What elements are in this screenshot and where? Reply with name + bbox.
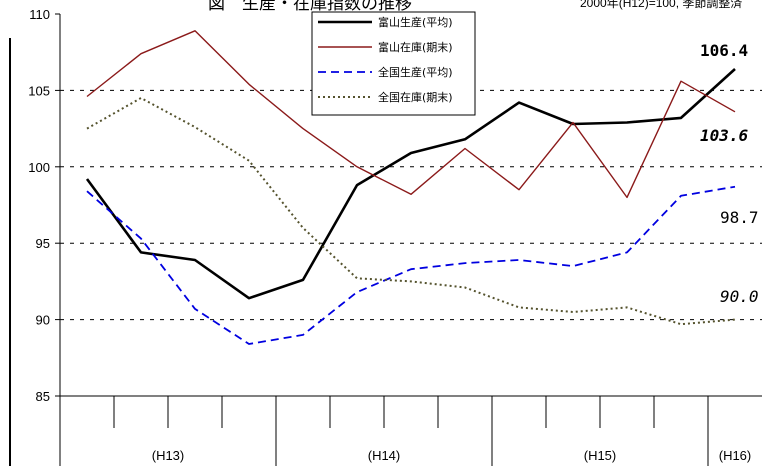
y-tick-label: 100 [28, 160, 50, 175]
x-axis-ticks [113, 396, 709, 466]
series-line-toyama-inventory [86, 30, 736, 199]
series-line-toyama-production [85, 68, 736, 300]
y-tick-label: 90 [36, 313, 50, 328]
series-lines [85, 30, 736, 345]
end-label-national-production: 98.7 [720, 208, 759, 227]
legend-label-toyama-inventory: 富山在庫(期末) [378, 40, 453, 54]
gridlines [60, 89, 762, 321]
legend-label-national-production: 全国生産(平均) [378, 65, 453, 79]
y-tick-label: 95 [36, 236, 50, 251]
chart-title: 図 生産・在庫指数の推移 [208, 0, 412, 14]
x-group-label: (H16) [719, 448, 752, 463]
y-tick-label: 85 [36, 389, 50, 404]
x-group-label: (H13) [152, 448, 185, 463]
legend: 富山生産(平均) 富山在庫(期末) 全国生産(平均) 全国在庫(期末) [311, 11, 476, 116]
end-label-national-inventory: 90.0 [720, 287, 759, 306]
end-label-toyama-production: 106.4 [700, 41, 748, 60]
series-line-national-production [86, 185, 736, 345]
y-axis-ticks: 85 90 95 100 105 110 [28, 7, 60, 404]
x-group-labels: (H13) (H14) (H15) (H16) [152, 448, 752, 463]
legend-label-toyama-production: 富山生産(平均) [378, 15, 453, 29]
end-label-toyama-inventory: 103.6 [700, 126, 749, 145]
y-tick-label: 105 [28, 83, 50, 98]
legend-label-national-inventory: 全国在庫(期末) [378, 90, 453, 104]
chart-note: 2000年(H12)=100, 季節調整済 [580, 0, 742, 10]
x-group-label: (H15) [584, 448, 617, 463]
series-line-national-inventory [86, 97, 736, 326]
y-tick-label: 110 [29, 7, 50, 22]
x-group-label: (H14) [368, 448, 401, 463]
